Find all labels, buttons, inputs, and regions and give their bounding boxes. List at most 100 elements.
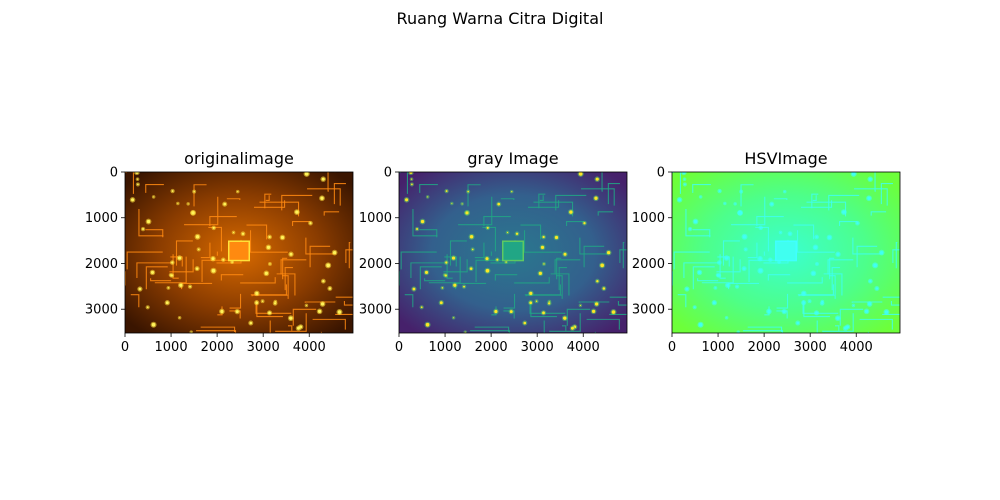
circuit-trace — [756, 215, 784, 226]
circuit-node — [852, 304, 854, 307]
circuit-trace — [685, 209, 711, 237]
circuit-trace — [828, 194, 860, 211]
circuit-trace — [196, 330, 237, 333]
circuit-node — [778, 261, 780, 263]
subplot-title: gray Image — [467, 149, 558, 168]
circuit-node — [515, 232, 519, 235]
circuit-node — [464, 331, 466, 333]
circuit-trace — [672, 172, 681, 194]
circuit-trace — [895, 241, 898, 269]
axes-frame — [671, 171, 901, 334]
circuit-trace — [566, 308, 591, 326]
circuit-trace — [264, 193, 272, 209]
circuit-node — [321, 177, 325, 181]
circuit-node — [177, 256, 182, 260]
subplot-3: HSVImage 0 1000 2000 3000 4000 0 1000 2000 3000 — [632, 149, 901, 355]
circuit-trace — [343, 300, 353, 306]
circuit-node — [326, 263, 331, 268]
circuit-trace — [136, 262, 173, 279]
circuit-node — [784, 191, 786, 193]
circuit-trace — [400, 251, 437, 270]
circuit-trace — [558, 267, 567, 291]
circuit-node — [851, 172, 856, 176]
circuit-node — [736, 285, 739, 288]
circuit-node — [547, 302, 551, 305]
x-tick-label: 1000 — [702, 340, 735, 355]
circuit-trace — [154, 256, 187, 284]
y-tick-label: 3000 — [85, 303, 118, 318]
circuit-node — [131, 198, 135, 202]
circuit-node — [135, 172, 139, 174]
circuit-node — [289, 252, 293, 256]
circuit-trace — [839, 308, 864, 326]
circuit-chip — [227, 240, 251, 262]
y-tick-label: 2000 — [632, 257, 665, 272]
circuit-node — [867, 196, 871, 200]
circuit-trace — [701, 256, 734, 284]
circuit-node — [309, 222, 312, 225]
subplot-title: originalimage — [184, 149, 294, 168]
x-tick-label: 4000 — [840, 340, 873, 355]
circuit-node — [328, 287, 332, 290]
circuit-trace — [467, 184, 481, 207]
circuit-node — [171, 261, 174, 264]
circuit-trace — [226, 198, 241, 200]
circuit-node — [471, 248, 474, 251]
circuit-node — [249, 321, 253, 325]
x-tick-label: 2000 — [748, 340, 781, 355]
circuit-node — [451, 202, 453, 205]
circuit-trace — [549, 313, 581, 332]
circuit-node — [726, 317, 728, 319]
circuit-node — [136, 178, 139, 180]
circuit-node — [420, 219, 425, 224]
circuit-trace — [249, 230, 288, 253]
circuit-trace — [731, 196, 766, 226]
circuit-node — [295, 210, 299, 214]
circuit-node — [142, 228, 145, 231]
circuit-trace — [169, 259, 194, 273]
circuit-node — [241, 232, 245, 235]
circuit-node — [767, 309, 771, 314]
x-tick-label: 2000 — [201, 340, 234, 355]
circuit-node — [682, 172, 686, 174]
y-tick-label: 3000 — [632, 303, 665, 318]
circuit-trace — [419, 229, 438, 238]
circuit-trace — [320, 331, 322, 333]
circuit-trace — [697, 278, 719, 282]
x-tick-label: 2000 — [475, 340, 508, 355]
circuit-trace — [323, 211, 340, 216]
circuit-trace — [609, 313, 627, 315]
circuit-trace — [253, 200, 286, 208]
circuit-trace — [240, 277, 276, 284]
circuit-node — [235, 310, 239, 314]
circuit-trace — [125, 172, 127, 173]
circuit-node — [808, 300, 811, 302]
circuit-node — [782, 310, 786, 314]
circuit-node — [770, 202, 774, 206]
circuit-trace — [419, 266, 442, 290]
subplot-title: HSVImage — [744, 149, 827, 168]
circuit-node — [416, 228, 419, 231]
circuit-node — [269, 263, 271, 265]
image-content — [672, 172, 900, 333]
circuit-node — [195, 235, 200, 239]
circuit-node — [485, 268, 490, 273]
circuit-trace — [556, 257, 562, 280]
circuit-node — [441, 287, 444, 289]
circuit-trace — [608, 172, 610, 173]
circuit-node — [542, 235, 545, 239]
circuit-node — [742, 235, 747, 239]
circuit-node — [737, 331, 739, 333]
circuit-node — [683, 178, 686, 180]
circuit-node — [179, 317, 181, 319]
circuit-node — [718, 190, 721, 193]
x-tick-label: 3000 — [521, 340, 554, 355]
circuit-node — [237, 191, 239, 193]
circuit-node — [511, 191, 513, 193]
circuit-trace — [773, 198, 788, 200]
circuit-node — [836, 316, 840, 320]
circuit-node — [220, 309, 224, 314]
circuit-node — [506, 231, 509, 234]
circuit-node — [189, 285, 192, 288]
circuit-trace — [335, 296, 353, 298]
